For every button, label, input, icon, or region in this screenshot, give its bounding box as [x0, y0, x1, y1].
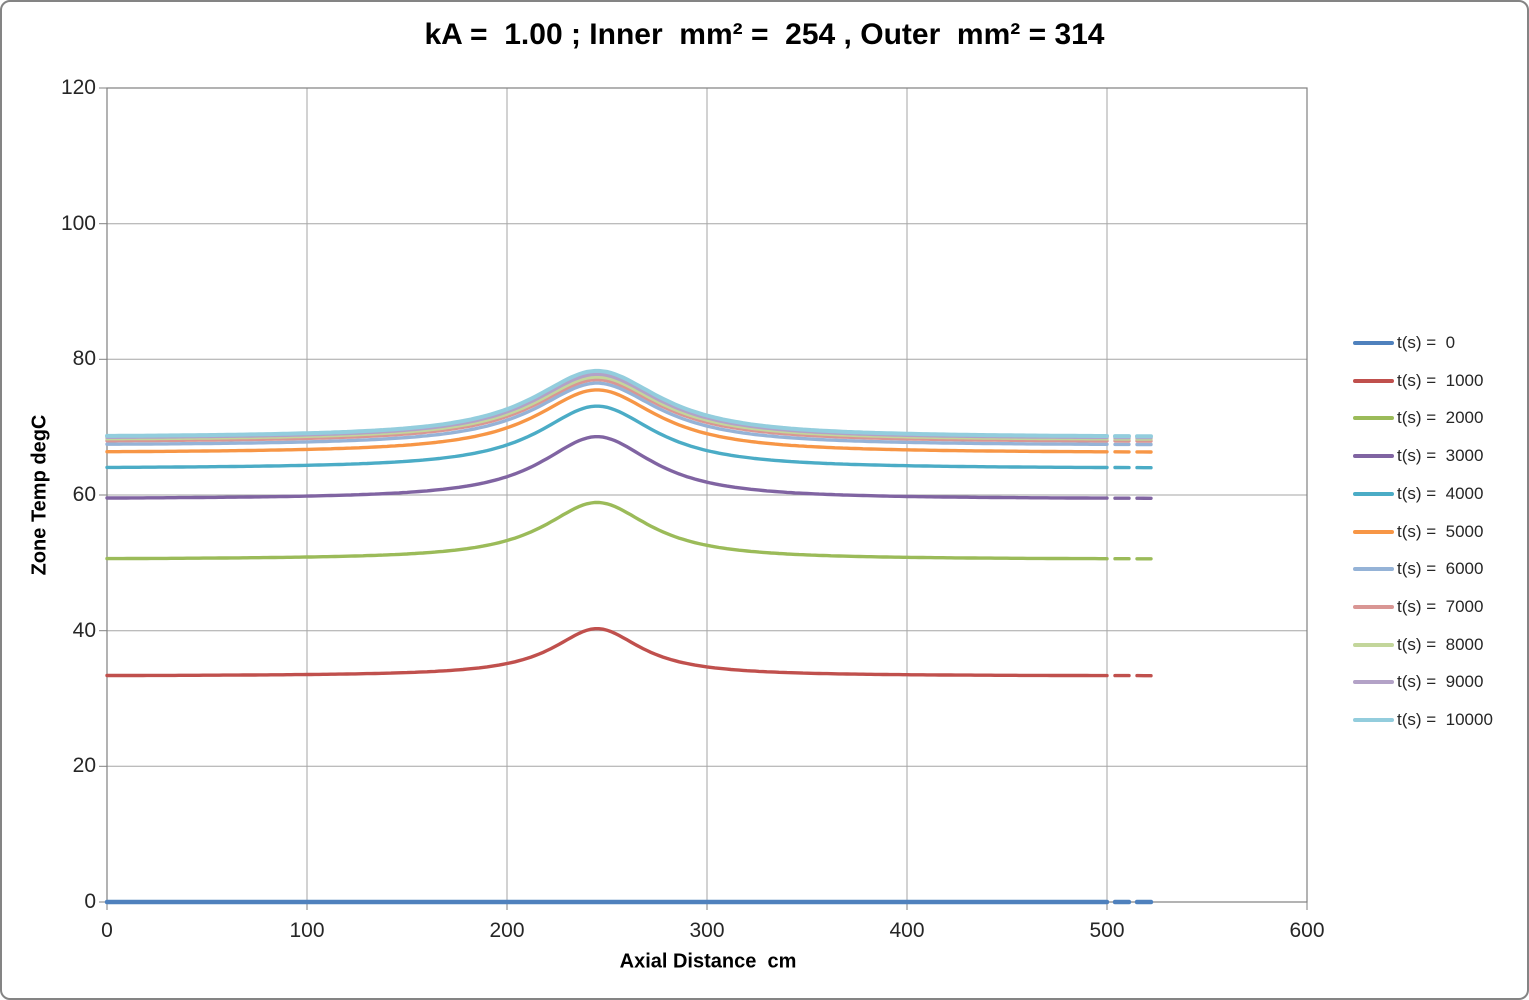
series-line-t6000	[105, 381, 1109, 446]
legend-line-swatch-icon	[1353, 718, 1394, 722]
legend-item-t5000: t(s) = 5000	[1353, 522, 1483, 542]
y-tick-label-20: 20	[72, 754, 96, 778]
series-line-t7000	[105, 378, 1109, 443]
legend-item-t9000: t(s) = 9000	[1353, 672, 1483, 692]
legend-item-t6000: t(s) = 6000	[1353, 559, 1483, 579]
legend-line-swatch-icon	[1353, 454, 1394, 459]
x-tick-label-300: 300	[689, 919, 725, 942]
legend-line-swatch-icon	[1353, 341, 1394, 345]
legend-line-swatch-icon	[1353, 416, 1394, 421]
legend-item-t1000: t(s) = 1000	[1353, 371, 1483, 391]
y-tick-label-80: 80	[72, 347, 96, 371]
series-line-t3000	[105, 435, 1109, 500]
x-tick-label-600: 600	[1289, 919, 1325, 942]
x-tick-label-200: 200	[489, 919, 525, 942]
legend-item-t4000: t(s) = 4000	[1353, 484, 1483, 504]
legend-label: t(s) = 4000	[1397, 483, 1484, 503]
series-line-t1000	[105, 627, 1109, 678]
legend-label: t(s) = 7000	[1397, 596, 1484, 616]
legend-line-swatch-icon	[1353, 567, 1394, 572]
x-tick-label-100: 100	[289, 919, 325, 942]
legend-label: t(s) = 10000	[1397, 710, 1493, 729]
y-tick-label-40: 40	[72, 618, 96, 642]
series-line-t4000	[105, 404, 1109, 470]
chart-title: kA = 1.00 ; Inner mm² = 254 , Outer mm² …	[424, 18, 1105, 51]
legend-label: t(s) = 6000	[1397, 559, 1484, 579]
legend-label: t(s) = 3000	[1397, 446, 1484, 466]
legend-line-swatch-icon	[1353, 642, 1394, 647]
legend-line-swatch-icon	[1353, 529, 1394, 534]
legend-item-t0: t(s) = 0	[1353, 333, 1455, 353]
legend-label: t(s) = 8000	[1397, 634, 1484, 654]
x-tick-label-400: 400	[889, 919, 925, 942]
legend-label: t(s) = 5000	[1397, 521, 1484, 541]
y-tick-label-100: 100	[60, 211, 96, 235]
legend-line-swatch-icon	[1353, 491, 1394, 496]
y-tick-label-120: 120	[60, 76, 96, 99]
legend-item-t10000: t(s) = 10000	[1353, 710, 1493, 730]
series-line-t2000	[105, 500, 1109, 561]
y-tick-label-60: 60	[72, 483, 96, 506]
x-tick-label-0: 0	[101, 919, 113, 942]
legend-label: t(s) = 1000	[1397, 370, 1484, 390]
legend-label: t(s) = 9000	[1397, 672, 1484, 692]
legend-line-swatch-icon	[1353, 680, 1394, 685]
legend-item-t2000: t(s) = 2000	[1353, 408, 1483, 428]
legend-item-t8000: t(s) = 8000	[1353, 635, 1483, 655]
x-axis-title: Axial Distance cm	[619, 950, 797, 973]
legend-line-swatch-icon	[1353, 378, 1394, 383]
legend-item-t3000: t(s) = 3000	[1353, 446, 1483, 466]
y-tick-label-0: 0	[84, 890, 96, 913]
x-tick-label-500: 500	[1089, 919, 1125, 942]
series-line-t10000	[105, 368, 1109, 438]
legend-label: t(s) = 2000	[1397, 408, 1484, 428]
legend-item-t7000: t(s) = 7000	[1353, 597, 1483, 617]
legend-line-swatch-icon	[1353, 604, 1394, 609]
legend-label: t(s) = 0	[1397, 333, 1456, 352]
series-line-t5000	[105, 388, 1109, 454]
